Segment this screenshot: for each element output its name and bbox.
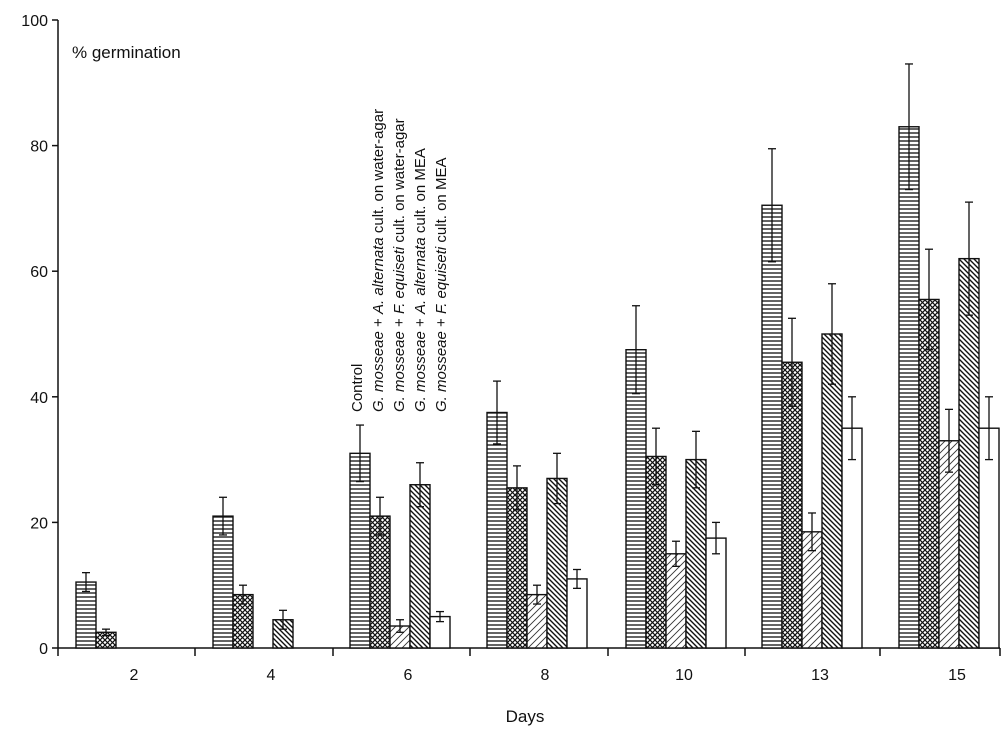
y-tick-label: 80: [30, 139, 48, 156]
legend-entry-part: +: [370, 314, 387, 331]
bar-series1-day-13: [761, 204, 783, 649]
y-tick-label: 40: [30, 390, 48, 407]
legend-entry-part: G. mosseae: [370, 331, 387, 412]
legend-entry-1: Control: [349, 364, 366, 412]
x-tick-label: 10: [675, 667, 693, 684]
bar-series2-day-15: [918, 298, 940, 649]
legend-entry-4: G. mosseae + A. alternata cult. on MEA: [412, 148, 429, 412]
x-tick-label: 2: [130, 667, 139, 684]
bar-series3-day-10: [665, 553, 687, 649]
bar-series1-day-10: [625, 349, 647, 649]
bar-series1-day-4: [212, 515, 234, 649]
y-tick-label: 20: [30, 515, 48, 532]
legend-entry-5: G. mosseae + F. equiseti cult. on MEA: [433, 158, 450, 412]
bar-series2-day-6: [369, 515, 391, 649]
bar-series1-day-15: [898, 126, 920, 649]
x-tick-label: 15: [948, 667, 966, 684]
y-tick-label: 60: [30, 264, 48, 281]
legend-entry-part: F. equiseti: [391, 246, 408, 314]
y-tick-label: 100: [21, 13, 48, 30]
y-tick-label: 0: [39, 641, 48, 658]
bar-series5-day-10: [705, 537, 727, 649]
legend-entry-part: A. alternata: [370, 237, 387, 315]
legend-entry-part: F. equiseti: [433, 246, 450, 314]
legend-entry-part: cult. on MEA: [433, 158, 450, 247]
legend-entry-part: cult. on water-agar: [391, 118, 408, 246]
bars-layer: [75, 63, 1000, 649]
y-axis-title: % germination: [72, 43, 181, 62]
legend-entry-part: G. mosseae: [412, 331, 429, 412]
legend-entry-part: G. mosseae: [391, 331, 408, 412]
bar-series4-day-15: [958, 257, 980, 649]
x-axis-title: Days: [506, 707, 545, 726]
legend-entry-part: A. alternata: [412, 237, 429, 315]
legend-entry-3: G. mosseae + F. equiseti cult. on water-…: [391, 118, 408, 412]
bar-series1-day-8: [486, 411, 508, 649]
legend-entry-part: +: [391, 314, 408, 331]
x-tick-label: 13: [811, 667, 829, 684]
legend-entry-part: cult. on MEA: [412, 148, 429, 237]
legend-entry-part: G. mosseae: [433, 331, 450, 412]
x-tick-label: 8: [541, 667, 550, 684]
bar-series5-day-8: [566, 578, 588, 649]
bar-series4-day-6: [409, 484, 431, 649]
legend-entry-2: G. mosseae + A. alternata cult. on water…: [370, 109, 387, 412]
bar-series5-day-15: [978, 427, 1000, 649]
legend-entry-part: +: [433, 314, 450, 331]
bar-series5-day-13: [841, 427, 863, 649]
x-tick-label: 4: [267, 667, 276, 684]
bar-series2-day-8: [506, 487, 528, 649]
legend-entry-part: cult. on water-agar: [370, 109, 387, 237]
x-tick-label: 6: [404, 667, 413, 684]
legend-entry-part: +: [412, 314, 429, 331]
bar-series1-day-6: [349, 452, 371, 649]
legend-entry-part: Control: [349, 364, 366, 412]
